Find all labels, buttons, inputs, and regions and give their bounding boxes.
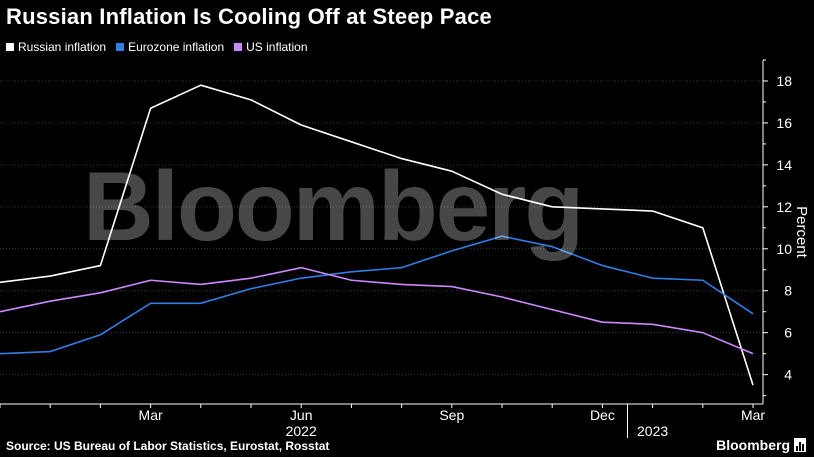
legend-swatch-russian	[6, 43, 14, 51]
series-line-russian-inflation	[0, 84, 754, 386]
y-axis-label: Percent	[793, 206, 810, 259]
series-line-eurozone-inflation	[0, 235, 754, 355]
legend-swatch-eurozone	[116, 43, 125, 51]
bloomberg-logo-text: Bloomberg	[716, 437, 790, 453]
x-tick-label-0: Mar	[139, 407, 163, 423]
y-tick-label-12: 12	[776, 199, 792, 215]
x-tick-label-1: Jun	[290, 407, 313, 423]
year-label-2023: 2023	[637, 423, 668, 439]
legend-label-eurozone: Eurozone inflation	[128, 40, 225, 54]
x-tick-label-4: Mar	[741, 407, 765, 423]
y-tick-label-14: 14	[776, 157, 792, 173]
legend-item-eurozone: Eurozone inflation	[116, 40, 224, 54]
bar-chart-icon	[794, 438, 806, 452]
chart-title: Russian Inflation Is Cooling Off at Stee…	[6, 4, 492, 29]
chart-legend: Russian inflation Eurozone inflation US …	[6, 40, 308, 54]
legend-label-russian: Russian inflation	[18, 40, 107, 54]
y-tick-label-8: 8	[784, 283, 792, 299]
y-tick-label-16: 16	[776, 115, 792, 131]
y-tick-label-6: 6	[784, 325, 792, 341]
y-tick-label-18: 18	[776, 73, 792, 89]
y-tick-label-4: 4	[784, 367, 792, 383]
legend-swatch-us	[234, 43, 243, 51]
year-label-2022: 2022	[286, 423, 317, 439]
legend-label-us: US inflation	[246, 40, 308, 54]
source-note: Source: US Bureau of Labor Statistics, E…	[6, 439, 330, 453]
y-tick-label-10: 10	[776, 241, 792, 257]
legend-item-us: US inflation	[234, 40, 308, 54]
x-tick-label-2: Sep	[439, 407, 464, 423]
series-line-us-inflation	[0, 266, 754, 355]
bloomberg-logo: Bloomberg	[716, 437, 806, 453]
x-tick-label-3: Dec	[590, 407, 615, 423]
legend-item-russian: Russian inflation	[6, 40, 106, 54]
